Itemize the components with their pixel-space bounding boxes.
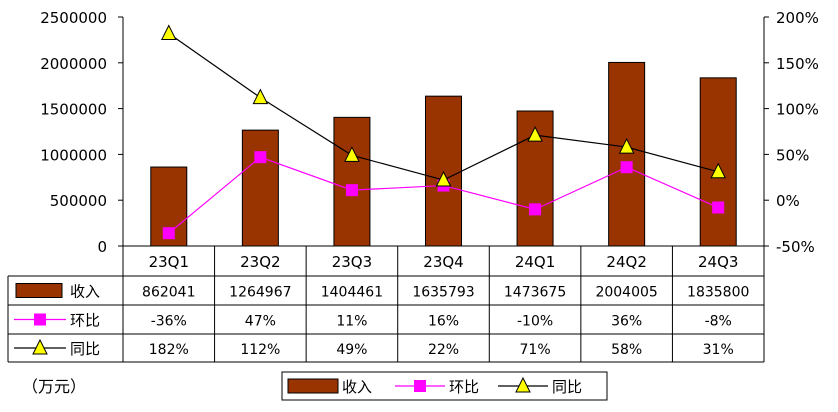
data-label: -8%	[705, 314, 732, 330]
right-axis-tick-label: 200%	[776, 9, 819, 27]
x-tick-label: 24Q2	[606, 253, 646, 271]
right-axis-tick-label: 150%	[776, 55, 819, 73]
unit-note: （万元）	[22, 377, 87, 396]
left-axis-tick-label: 1500000	[40, 101, 107, 119]
data-label: 58%	[611, 342, 642, 358]
marker-yoy-24Q1	[527, 126, 543, 142]
x-tick-label: 23Q2	[240, 253, 280, 271]
data-label: 31%	[703, 342, 734, 358]
bar-revenue-23Q3	[333, 116, 371, 247]
row-key-qoq-marker	[34, 313, 46, 326]
legend-label-qoq: 环比	[449, 378, 479, 396]
x-tick-label: 24Q1	[515, 253, 555, 271]
right-axis-tick-label: 50%	[776, 146, 809, 164]
marker-yoy-23Q3	[344, 146, 360, 162]
left-axis-tick-label: 2000000	[40, 55, 107, 73]
data-label: 71%	[520, 342, 551, 358]
data-label: 1404461	[321, 285, 383, 301]
marker-qoq-23Q3	[345, 184, 358, 197]
marker-yoy-24Q2	[618, 137, 635, 154]
right-axis-tick-label: -50%	[776, 238, 815, 256]
bar-revenue-24Q3	[699, 77, 737, 247]
left-axis-tick-label: 0	[97, 238, 107, 256]
data-label: 16%	[428, 314, 459, 330]
data-label: -10%	[517, 314, 553, 330]
row-header-label: 同比	[70, 340, 100, 358]
marker-yoy-23Q4	[435, 170, 452, 187]
marker-yoy-23Q2	[252, 88, 269, 105]
data-label: 1473675	[504, 285, 566, 301]
data-label: 2004005	[595, 285, 657, 301]
row-header-label: 环比	[70, 312, 100, 330]
data-label: 182%	[149, 342, 189, 358]
marker-qoq-24Q3	[712, 201, 725, 214]
data-label: -36%	[151, 314, 187, 330]
bar-revenue-23Q2	[241, 129, 279, 247]
marker-qoq-24Q1	[529, 203, 542, 216]
data-label: 862041	[142, 285, 195, 301]
data-label: 49%	[336, 342, 367, 358]
data-label: 112%	[240, 342, 280, 358]
left-axis-tick-label: 2500000	[40, 9, 107, 27]
data-label: 36%	[611, 314, 642, 330]
row-key-yoy-marker	[32, 338, 48, 355]
x-tick-label: 23Q3	[332, 253, 372, 271]
row-header-label: 收入	[70, 283, 100, 301]
data-label: 11%	[336, 314, 367, 330]
data-label: 1635793	[412, 285, 474, 301]
legend-key-yoy-marker	[515, 376, 531, 393]
legend-label-revenue: 收入	[342, 378, 372, 396]
legend-label-yoy: 同比	[552, 378, 582, 396]
legend-key-revenue	[287, 378, 339, 394]
marker-qoq-23Q1	[162, 227, 175, 240]
data-label: 1264967	[229, 285, 291, 301]
bar-revenue-24Q2	[608, 61, 646, 247]
right-axis-tick-label: 100%	[776, 101, 819, 119]
marker-qoq-24Q2	[620, 161, 633, 174]
legend-key-qoq-marker	[414, 380, 426, 392]
data-label: 22%	[428, 342, 459, 358]
marker-qoq-23Q2	[254, 151, 267, 164]
marker-yoy-24Q3	[710, 162, 727, 179]
data-label: 47%	[245, 314, 276, 330]
x-tick-label: 23Q4	[423, 253, 463, 271]
right-axis-tick-label: 0%	[776, 192, 800, 210]
x-tick-label: 24Q3	[698, 253, 738, 271]
x-tick-label: 23Q1	[149, 253, 189, 271]
left-axis-tick-label: 500000	[50, 192, 107, 210]
marker-yoy-23Q1	[160, 24, 177, 40]
left-axis-tick-label: 1000000	[40, 146, 107, 164]
row-key-revenue	[15, 283, 63, 298]
data-label: 1835800	[687, 285, 749, 301]
